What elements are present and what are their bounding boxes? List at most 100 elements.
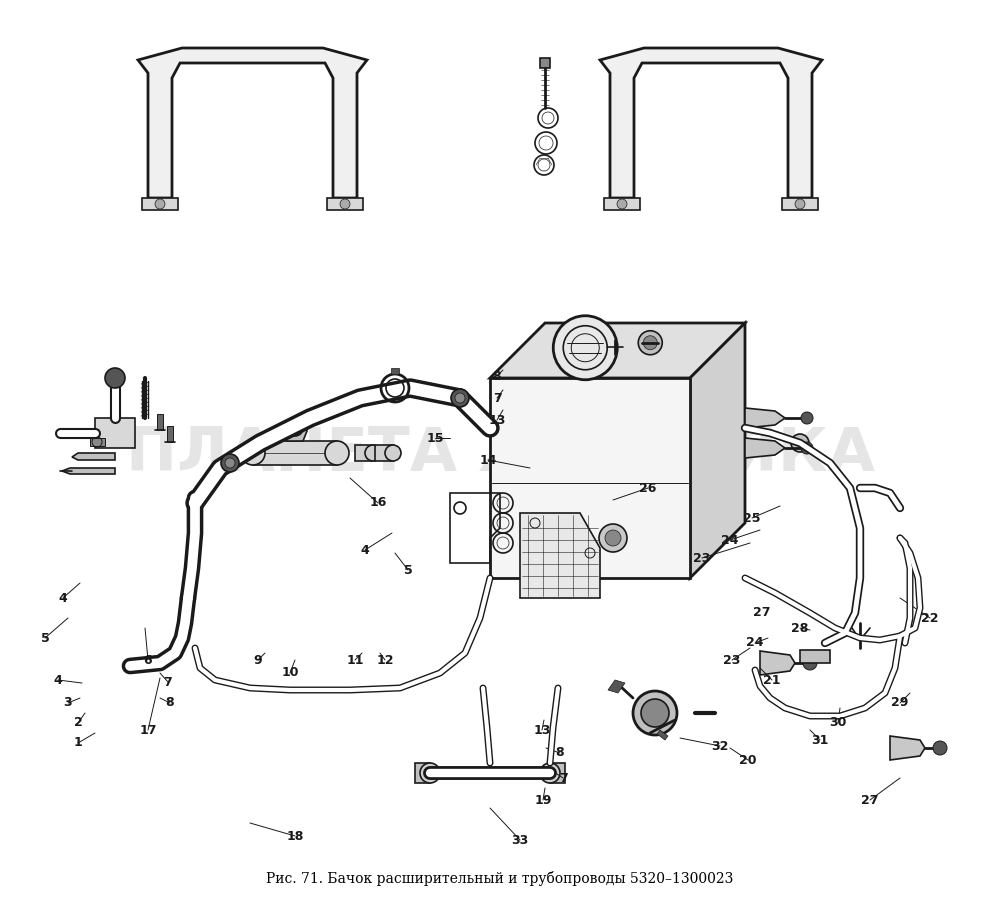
Text: ПЛАНЕТА ЖЕЛЕЗЯКА: ПЛАНЕТА ЖЕЛЕЗЯКА	[126, 425, 874, 483]
Text: 13: 13	[488, 413, 506, 427]
Circle shape	[225, 458, 235, 468]
Polygon shape	[782, 198, 818, 210]
Polygon shape	[415, 763, 430, 783]
Circle shape	[365, 445, 381, 461]
Text: 17: 17	[139, 724, 157, 736]
Polygon shape	[608, 680, 625, 693]
Circle shape	[605, 530, 621, 546]
Text: 5: 5	[41, 631, 49, 645]
Text: 16: 16	[369, 497, 387, 509]
Circle shape	[795, 199, 805, 209]
Circle shape	[643, 336, 657, 350]
Circle shape	[540, 763, 560, 783]
Text: 4: 4	[54, 674, 62, 686]
Text: 30: 30	[829, 716, 847, 729]
Text: Рис. 71. Бачок расширительный и трубопроводы 5320–1300023: Рис. 71. Бачок расширительный и трубопро…	[266, 871, 734, 885]
Text: 28: 28	[791, 621, 809, 635]
Polygon shape	[138, 48, 367, 198]
Circle shape	[105, 368, 125, 388]
Circle shape	[241, 441, 265, 465]
Text: 14: 14	[479, 453, 497, 467]
Polygon shape	[327, 198, 363, 210]
Circle shape	[553, 316, 617, 380]
Circle shape	[801, 412, 813, 424]
Circle shape	[340, 199, 350, 209]
Text: 23: 23	[693, 551, 711, 565]
Text: 29: 29	[891, 696, 909, 709]
Text: 25: 25	[743, 511, 761, 525]
Text: 21: 21	[763, 674, 781, 686]
Polygon shape	[95, 418, 135, 448]
Circle shape	[385, 445, 401, 461]
Polygon shape	[157, 414, 163, 430]
Polygon shape	[520, 513, 600, 598]
Text: 15: 15	[426, 431, 444, 445]
Text: 32: 32	[711, 739, 729, 753]
Text: 13: 13	[533, 724, 551, 736]
Text: 7: 7	[559, 772, 567, 785]
Polygon shape	[355, 445, 373, 461]
Text: 4: 4	[361, 544, 369, 557]
Text: 31: 31	[811, 734, 829, 746]
Text: 23: 23	[723, 654, 741, 666]
Polygon shape	[391, 368, 399, 374]
Text: 8: 8	[556, 746, 564, 759]
Text: 11: 11	[346, 654, 364, 666]
Polygon shape	[62, 468, 115, 474]
Text: 18: 18	[286, 830, 304, 843]
Circle shape	[221, 454, 239, 472]
Text: 6: 6	[144, 654, 152, 666]
Text: 3: 3	[64, 696, 72, 709]
Circle shape	[155, 199, 165, 209]
Text: 22: 22	[921, 611, 939, 625]
Circle shape	[617, 199, 627, 209]
Polygon shape	[375, 445, 393, 461]
Circle shape	[803, 656, 817, 670]
Polygon shape	[490, 323, 745, 378]
Text: 24: 24	[721, 534, 739, 547]
Circle shape	[933, 741, 947, 755]
Circle shape	[638, 331, 662, 355]
Circle shape	[641, 699, 669, 727]
Polygon shape	[600, 48, 822, 198]
Polygon shape	[745, 408, 785, 428]
Polygon shape	[253, 441, 337, 465]
Text: 7: 7	[493, 391, 501, 404]
Text: 33: 33	[511, 834, 529, 846]
Text: 8: 8	[166, 696, 174, 709]
Circle shape	[599, 524, 627, 552]
Polygon shape	[604, 198, 640, 210]
Circle shape	[791, 434, 809, 452]
Text: 8: 8	[493, 370, 501, 382]
Circle shape	[633, 691, 677, 735]
Circle shape	[455, 393, 465, 403]
Circle shape	[801, 442, 813, 454]
Polygon shape	[283, 421, 307, 441]
Polygon shape	[540, 58, 550, 68]
Polygon shape	[167, 426, 173, 442]
Text: 5: 5	[404, 564, 412, 577]
Polygon shape	[800, 650, 830, 663]
Circle shape	[420, 763, 440, 783]
Circle shape	[325, 441, 349, 465]
Text: 1: 1	[74, 736, 82, 749]
Polygon shape	[90, 438, 105, 446]
Text: 7: 7	[164, 676, 172, 688]
Polygon shape	[745, 438, 785, 458]
Circle shape	[451, 389, 469, 407]
Text: 19: 19	[534, 794, 552, 806]
Polygon shape	[490, 378, 690, 578]
Text: 4: 4	[59, 591, 67, 605]
Text: 2: 2	[74, 716, 82, 729]
Polygon shape	[550, 763, 565, 783]
Text: 10: 10	[281, 666, 299, 679]
Text: 9: 9	[254, 654, 262, 666]
Text: 24: 24	[746, 637, 764, 649]
Text: 26: 26	[639, 481, 657, 495]
Polygon shape	[142, 198, 178, 210]
Polygon shape	[657, 730, 668, 740]
Text: 27: 27	[753, 607, 771, 619]
Polygon shape	[72, 453, 115, 460]
Polygon shape	[690, 323, 745, 578]
Text: 20: 20	[739, 754, 757, 766]
